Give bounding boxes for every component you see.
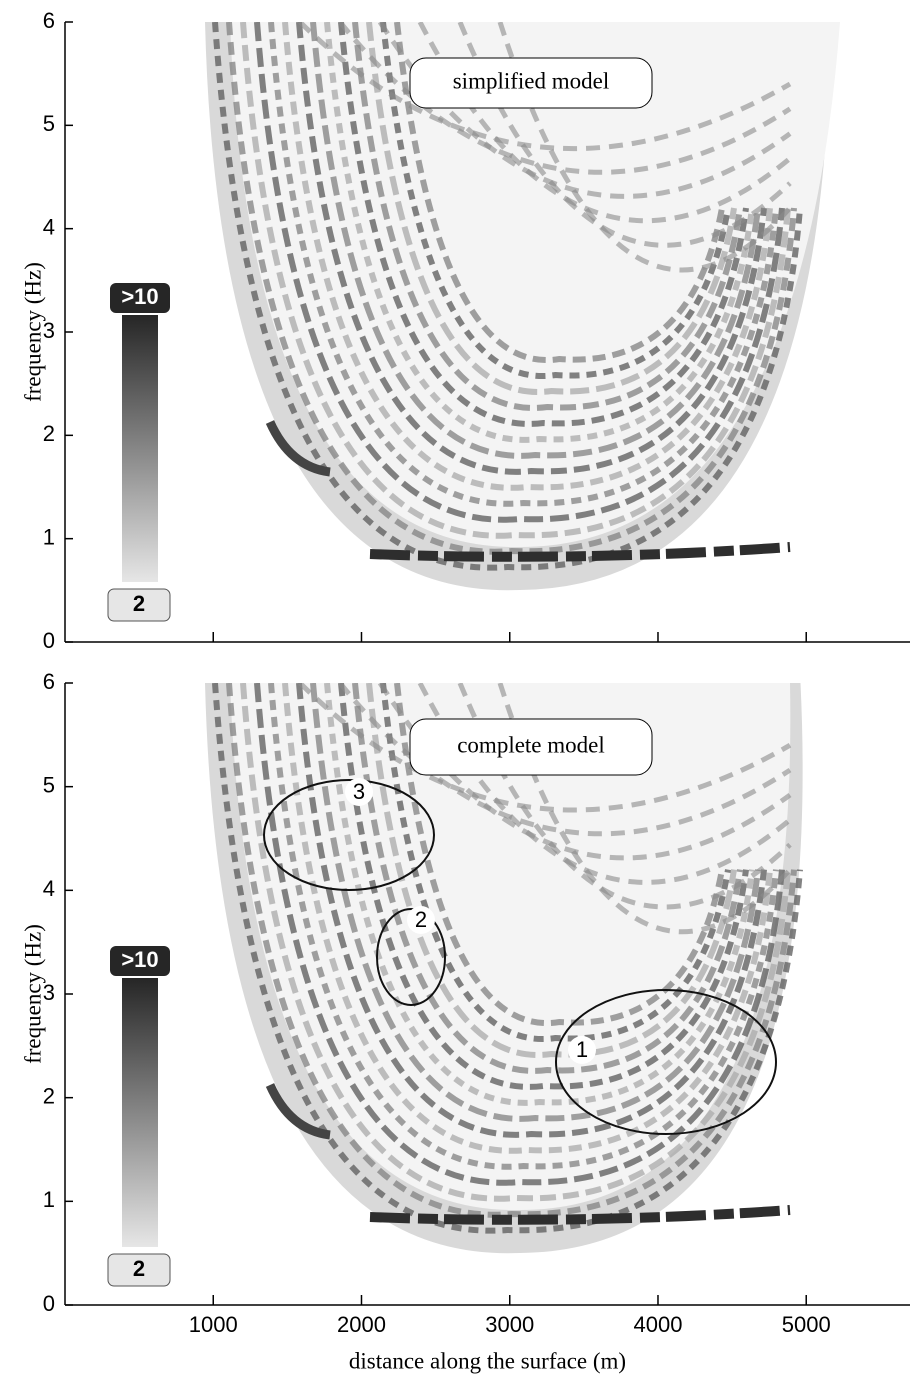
contour-band [369,542,791,562]
colorbar [122,978,158,1247]
contour-fringe [324,683,755,1106]
contour-fringe [254,22,785,523]
contour-fringe [310,22,761,459]
contour-fringe [298,22,792,151]
colorbar-min-label: 2 [133,591,145,616]
region-label: 2 [415,907,427,932]
colorbar-min-box [107,588,171,622]
colorbar-min-label: 2 [133,1256,145,1281]
contour-fringe [296,683,767,1138]
y-tick-label: 2 [43,421,55,446]
contour-fringe [240,683,791,1202]
contour-band [265,420,331,477]
region-label: 1 [576,1037,588,1062]
panel: 0 1 2 3 4 5 6 frequency (Hz) simplified model >10… [20,8,910,653]
x-tick-label: 4000 [634,1312,683,1337]
contour-band [369,1205,791,1225]
contour-fringe [497,683,792,935]
annotation-box [409,57,653,109]
contour-fringe [324,22,755,443]
annotation: simplified model [453,68,610,93]
region-outline [376,908,446,1006]
annotation: complete model [457,732,605,757]
x-tick-label: 3000 [485,1312,534,1337]
y-axis-title: frequency (Hz) [20,262,45,402]
y-tick-label: 1 [43,1187,55,1212]
contour-fringe [338,683,749,1090]
region-label: 3 [353,779,365,804]
contour-fringe [226,22,797,555]
contour-fringe [282,683,773,1154]
contour-fringe [380,22,731,380]
x-axis-title: distance along the surface (m) [349,1348,626,1373]
colorbar-max-label: >10 [121,947,158,972]
contour-fringe [268,683,779,1170]
contour-fringe [254,683,785,1186]
contour-fringe [282,22,773,491]
contour-fringe [394,22,725,364]
region-label-bg [407,906,435,934]
y-tick-label: 5 [43,772,55,797]
contour-field [205,683,803,1254]
y-axis-title: frequency (Hz) [20,924,45,1064]
region-outline [555,989,777,1135]
x-tick-label: 2000 [337,1312,386,1337]
contour-fringe [417,22,792,224]
contour-fringe [366,683,737,1058]
contour-fringe [366,22,737,395]
y-tick-label: 3 [43,318,55,343]
contour-fringe [417,683,792,885]
y-tick-label: 1 [43,524,55,549]
panel: 0 1 2 3 4 5 6 1000 2000 3000 4000 5000 frequency (Hz… [20,669,910,1373]
colorbar-max-box [110,946,170,976]
contour-fringe [310,683,761,1122]
contour-fringe [240,22,791,539]
y-tick-label: 2 [43,1083,55,1108]
colorbar-max-label: >10 [121,284,158,309]
contour-fringe [380,683,731,1042]
y-tick-label: 4 [43,214,55,239]
region-label-bg [345,778,373,806]
contour-fringe [338,22,792,175]
y-tick-label: 0 [43,1291,55,1316]
contour-fringe [226,683,797,1218]
annotation-box [409,718,653,776]
contour-field [205,22,910,591]
y-tick-label: 5 [43,111,55,136]
contour-fringe [497,22,792,273]
contour-fringe [338,22,749,427]
y-tick-label: 6 [43,669,55,694]
contour-fringe [394,683,725,1027]
contour-fringe [298,683,792,813]
contour-fringe [377,22,792,199]
x-tick-label: 1000 [189,1312,238,1337]
colorbar [122,315,158,582]
x-tick-label: 5000 [782,1312,831,1337]
contour-fringe [268,22,779,507]
contour-fringe [212,683,803,1234]
y-tick-label: 0 [43,628,55,653]
contour-fringe [377,683,792,861]
region-label-bg [568,1036,596,1064]
contour-fringe [352,683,743,1074]
region-outline [263,779,435,891]
contour-band [265,1083,331,1140]
contour-fringe [352,22,743,411]
contour-fringe [296,22,767,475]
contour-fringe [338,683,792,837]
colorbar-max-box [110,283,170,313]
y-tick-label: 6 [43,8,55,33]
contour-fringe [212,22,803,571]
colorbar-min-box [107,1253,171,1287]
y-tick-label: 3 [43,980,55,1005]
y-tick-label: 4 [43,876,55,901]
